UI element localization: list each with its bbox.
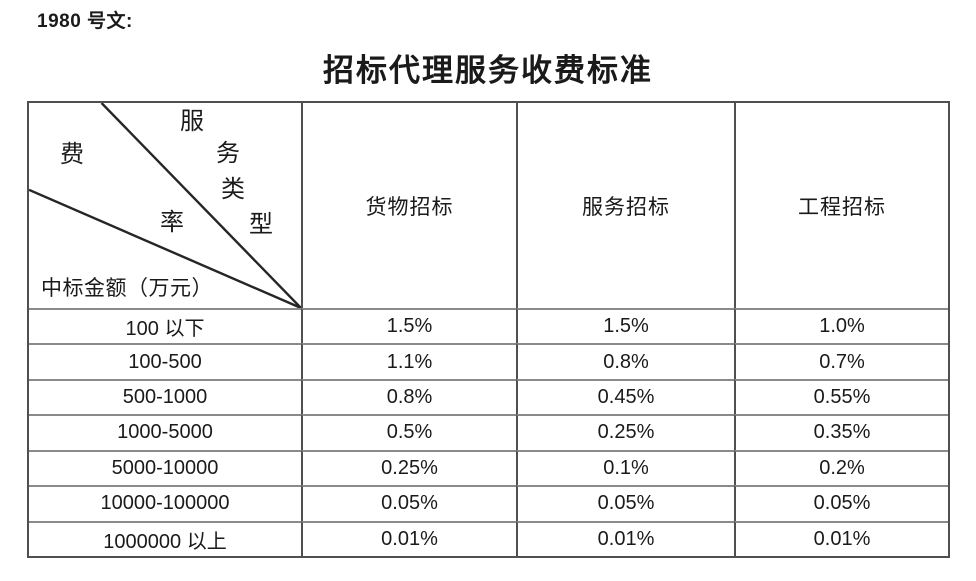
corner-char-fee-2: 率 xyxy=(160,210,184,236)
fee-value: 0.55% xyxy=(734,378,948,415)
column-header-engineering: 工程招标 xyxy=(734,103,948,308)
page-title: 招标代理服务收费标准 xyxy=(323,53,653,88)
fee-value: 0.01% xyxy=(301,520,516,556)
corner-char-service-4: 型 xyxy=(249,212,273,238)
table-corner-cell: 服 务 类 型 费 率 中标金额（万元） xyxy=(29,103,301,308)
row-label: 100 以下 xyxy=(29,308,301,343)
fee-value: 0.2% xyxy=(734,449,948,486)
fee-value: 0.8% xyxy=(301,378,516,415)
fee-value: 0.35% xyxy=(734,414,948,450)
doc-number-label: 1980 号文: xyxy=(37,11,133,32)
fee-value: 0.05% xyxy=(301,485,516,521)
fee-value: 0.25% xyxy=(301,449,516,486)
fee-value: 0.25% xyxy=(516,414,734,450)
fee-value: 0.01% xyxy=(516,520,734,556)
fee-value: 0.5% xyxy=(301,414,516,450)
corner-char-service-2: 务 xyxy=(216,141,240,167)
column-header-goods: 货物招标 xyxy=(301,103,516,308)
fee-value: 1.5% xyxy=(516,308,734,344)
fee-value: 1.5% xyxy=(301,308,516,344)
row-label: 10000-100000 xyxy=(29,485,301,520)
fee-value: 0.1% xyxy=(516,449,734,486)
fee-value: 1.1% xyxy=(301,343,516,379)
row-label: 500-1000 xyxy=(29,378,301,414)
fee-value: 0.8% xyxy=(516,343,734,379)
column-header-service: 服务招标 xyxy=(516,103,734,308)
diagonal-lines xyxy=(29,103,301,308)
fee-value: 0.05% xyxy=(516,485,734,521)
corner-char-service-1: 服 xyxy=(180,109,204,135)
fee-value: 0.01% xyxy=(734,520,948,556)
row-label: 1000-5000 xyxy=(29,414,301,449)
row-label: 1000000 以上 xyxy=(29,520,301,556)
fee-value: 0.45% xyxy=(516,378,734,415)
fee-value: 0.05% xyxy=(734,485,948,521)
fee-value: 1.0% xyxy=(734,308,948,344)
fee-standard-table: 服 务 类 型 费 率 中标金额（万元） 货物招标 服务招标 工程招标 100 … xyxy=(27,101,950,558)
fee-value: 0.7% xyxy=(734,343,948,379)
corner-char-fee-1: 费 xyxy=(60,142,84,168)
row-label: 100-500 xyxy=(29,343,301,378)
row-label: 5000-10000 xyxy=(29,449,301,485)
corner-amount-label: 中标金额（万元） xyxy=(41,276,213,300)
corner-char-service-3: 类 xyxy=(221,177,245,203)
